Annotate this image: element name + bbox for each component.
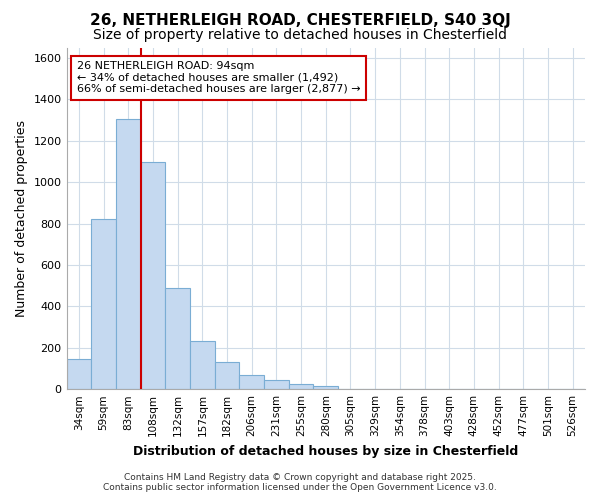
Text: 26, NETHERLEIGH ROAD, CHESTERFIELD, S40 3QJ: 26, NETHERLEIGH ROAD, CHESTERFIELD, S40 … (89, 12, 511, 28)
Text: Contains HM Land Registry data © Crown copyright and database right 2025.
Contai: Contains HM Land Registry data © Crown c… (103, 473, 497, 492)
Bar (140, 162, 165, 389)
Bar (190, 340, 215, 389)
Bar (264, 380, 289, 389)
X-axis label: Distribution of detached houses by size in Chesterfield: Distribution of detached houses by size … (133, 444, 518, 458)
Bar (289, 384, 313, 389)
Bar (215, 362, 239, 389)
Y-axis label: Number of detached properties: Number of detached properties (15, 120, 28, 317)
Bar (67, 359, 91, 389)
Bar (116, 119, 140, 389)
Bar (239, 374, 264, 389)
Bar (165, 288, 190, 389)
Text: Size of property relative to detached houses in Chesterfield: Size of property relative to detached ho… (93, 28, 507, 42)
Bar (91, 220, 116, 389)
Bar (313, 386, 338, 389)
Text: 26 NETHERLEIGH ROAD: 94sqm
← 34% of detached houses are smaller (1,492)
66% of s: 26 NETHERLEIGH ROAD: 94sqm ← 34% of deta… (77, 61, 361, 94)
